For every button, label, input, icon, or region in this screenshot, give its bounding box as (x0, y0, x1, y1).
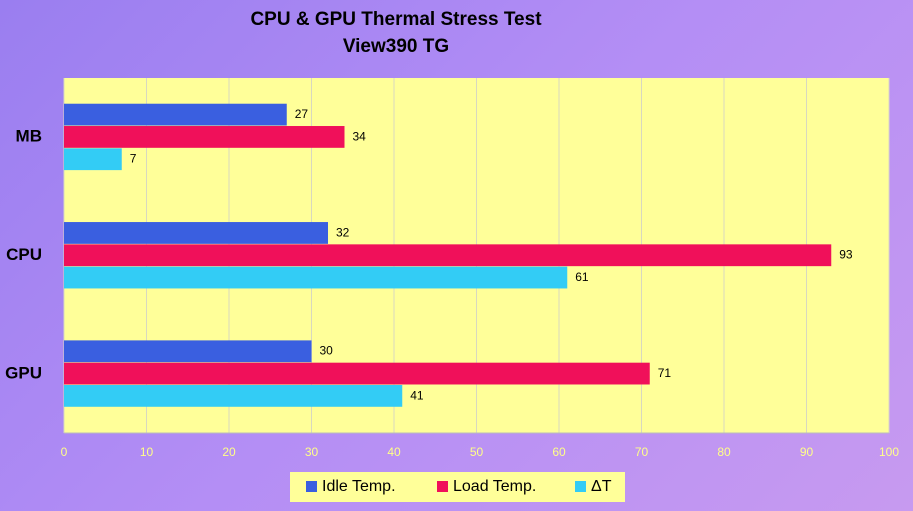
x-tick-label: 70 (635, 445, 649, 459)
bar (64, 126, 345, 148)
x-tick-label: 50 (470, 445, 484, 459)
bar (64, 103, 287, 126)
legend-swatch (575, 481, 586, 492)
data-label: 61 (575, 270, 589, 284)
x-tick-label: 90 (800, 445, 814, 459)
chart-title: CPU & GPU Thermal Stress Test (250, 9, 542, 30)
data-label: 41 (410, 388, 424, 402)
data-label: 7 (130, 152, 137, 166)
y-tick-label: GPU (5, 363, 42, 382)
bar (64, 222, 328, 244)
bar (64, 244, 832, 267)
legend-label: Idle Temp. (322, 478, 396, 495)
data-label: 27 (295, 107, 309, 121)
data-label: 34 (353, 129, 367, 143)
y-tick-label: MB (16, 127, 42, 146)
legend-swatch (437, 481, 448, 492)
data-label: 32 (336, 225, 350, 239)
chart-subtitle: View390 TG (343, 36, 449, 57)
x-tick-label: 60 (552, 445, 566, 459)
x-tick-label: 40 (387, 445, 401, 459)
legend-label: ΔT (591, 478, 612, 495)
x-tick-label: 30 (305, 445, 319, 459)
legend-label: Load Temp. (453, 478, 536, 495)
x-tick-label: 80 (717, 445, 731, 459)
bar (64, 362, 650, 385)
bar (64, 148, 122, 171)
bar (64, 266, 568, 289)
x-tick-label: 0 (61, 445, 68, 459)
y-tick-label: CPU (6, 245, 42, 264)
x-tick-label: 20 (222, 445, 236, 459)
data-label: 71 (658, 366, 672, 380)
bar (64, 384, 403, 407)
data-label: 93 (839, 248, 853, 262)
data-label: 30 (320, 344, 334, 358)
x-tick-label: 10 (140, 445, 154, 459)
bar (64, 340, 312, 363)
legend-box (290, 472, 625, 502)
x-tick-label: 100 (879, 445, 899, 459)
legend-swatch (306, 481, 317, 492)
